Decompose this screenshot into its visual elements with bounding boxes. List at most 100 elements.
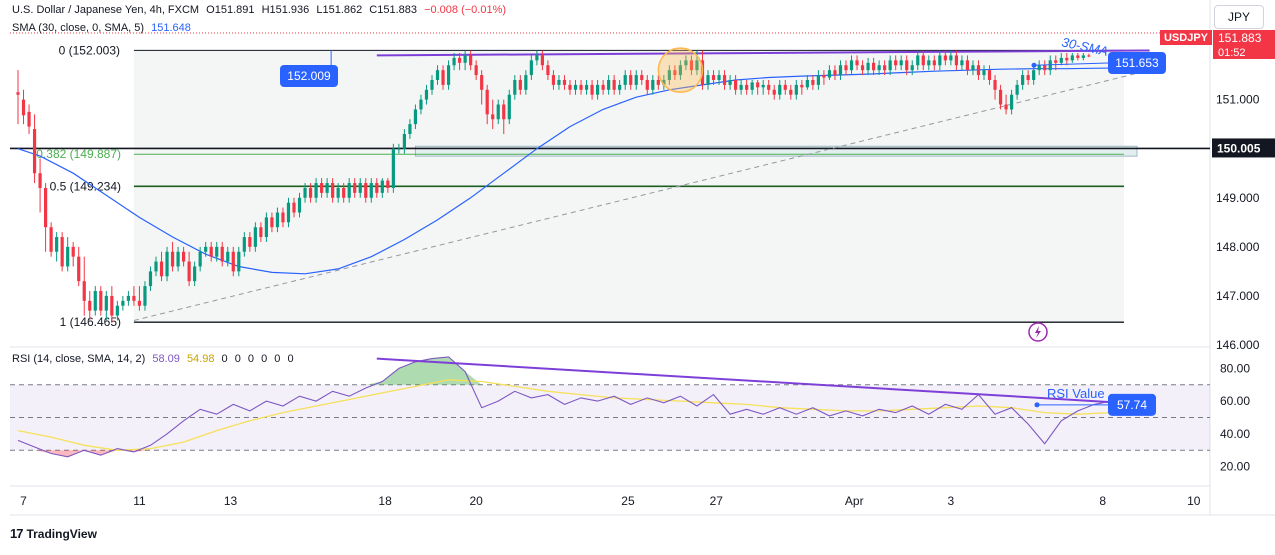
candle xyxy=(402,129,406,154)
candle xyxy=(170,241,175,272)
candle xyxy=(485,84,489,125)
candle-body xyxy=(458,57,462,63)
candle-body xyxy=(805,79,809,88)
candle xyxy=(573,79,578,95)
candle xyxy=(678,60,682,80)
candle-body xyxy=(629,75,633,85)
candle xyxy=(193,261,197,287)
candle xyxy=(375,178,379,198)
candle xyxy=(386,178,390,193)
candle xyxy=(126,291,130,306)
candle-body xyxy=(198,251,202,267)
candle-body xyxy=(651,79,655,90)
candle-body xyxy=(1070,55,1074,61)
candle xyxy=(463,50,467,71)
candle xyxy=(800,79,804,95)
sma-legend[interactable]: SMA (30, close, 0, SMA, 5) 151.648 xyxy=(12,22,195,34)
candle xyxy=(226,246,230,267)
candle-body xyxy=(916,55,920,66)
candle xyxy=(220,241,224,267)
candle xyxy=(121,295,125,311)
candle-body xyxy=(137,300,142,306)
symbol-tag-label: USDJPY xyxy=(1164,32,1209,44)
candle xyxy=(750,79,754,95)
candle-body xyxy=(496,104,500,120)
candle-body xyxy=(872,62,876,71)
symbol-title[interactable]: U.S. Dollar / Japanese Yen, 4h, FXCM xyxy=(12,4,200,16)
symbol-tag xyxy=(1160,30,1212,45)
brand-name: TradingView xyxy=(26,526,97,541)
candle xyxy=(921,50,925,71)
candle-body xyxy=(1043,65,1047,71)
currency-selector[interactable]: JPY xyxy=(1214,5,1264,29)
candle xyxy=(745,79,749,95)
candle-body xyxy=(148,271,153,287)
candle xyxy=(998,84,1003,110)
candle xyxy=(60,232,64,272)
fib-level-label: 0 (152.003) xyxy=(59,43,120,57)
price-axis-tick: 151.000 xyxy=(1216,93,1260,107)
candle xyxy=(270,212,274,233)
high-callout-label: 152.009 xyxy=(287,69,331,83)
highlight-circle xyxy=(657,47,704,93)
last-price-label: 151.883 xyxy=(1218,31,1262,45)
sma-callout-stem xyxy=(1033,62,1109,66)
time-axis-tick: 25 xyxy=(621,494,635,508)
candle-body xyxy=(529,60,533,76)
ohlc-high-value: 151.936 xyxy=(269,4,310,16)
candle-body xyxy=(607,79,611,90)
candle-body xyxy=(557,79,561,85)
candle-body xyxy=(921,55,925,66)
candle xyxy=(618,79,622,95)
candle-body xyxy=(60,237,64,267)
rsi-callout-text: RSI Value xyxy=(1047,386,1105,401)
candle xyxy=(513,75,517,100)
candle-body xyxy=(469,55,473,66)
rsi-extra-value: 0 xyxy=(234,353,241,365)
brand-footer[interactable]: 17 TradingView xyxy=(10,526,97,541)
candle-body xyxy=(684,60,688,66)
candle-body xyxy=(485,89,489,115)
candle-body xyxy=(402,133,406,149)
candle xyxy=(794,79,798,100)
candle-body xyxy=(827,70,832,78)
candle-body xyxy=(165,251,169,277)
candle-body xyxy=(573,84,578,90)
candle xyxy=(452,52,456,71)
candle-body xyxy=(1026,75,1030,80)
candle xyxy=(673,65,677,80)
candle-body xyxy=(833,70,837,76)
candle xyxy=(596,79,600,100)
candle xyxy=(877,60,881,76)
candle xyxy=(987,65,992,85)
candle-body xyxy=(336,187,340,198)
candle-body xyxy=(88,300,92,311)
candle-body xyxy=(364,183,368,198)
candle-body xyxy=(126,295,130,301)
candle-body xyxy=(386,180,390,188)
sma-legend-label: SMA (30, close, 0, SMA, 5) xyxy=(12,22,145,34)
candle xyxy=(767,79,771,95)
candle xyxy=(259,222,263,242)
candle xyxy=(722,70,727,90)
candle xyxy=(369,178,373,203)
candle xyxy=(297,192,302,218)
candle xyxy=(656,75,660,90)
rsi-extra-value: 0 xyxy=(221,353,228,365)
candle xyxy=(689,55,694,76)
candle xyxy=(965,55,970,76)
candle xyxy=(711,70,716,85)
candle-body xyxy=(419,99,423,110)
candle xyxy=(1032,65,1036,85)
rsi-legend[interactable]: RSI (14, close, SMA, 14, 2) 58.09 54.98 … xyxy=(12,353,298,365)
candle xyxy=(1087,53,1091,58)
candle-body xyxy=(16,92,20,95)
candle-body xyxy=(353,183,357,193)
candle-body xyxy=(182,251,186,262)
candle xyxy=(684,55,688,71)
candle-body xyxy=(728,79,732,85)
candle xyxy=(32,114,37,184)
candle xyxy=(480,70,484,105)
candle xyxy=(905,55,909,76)
